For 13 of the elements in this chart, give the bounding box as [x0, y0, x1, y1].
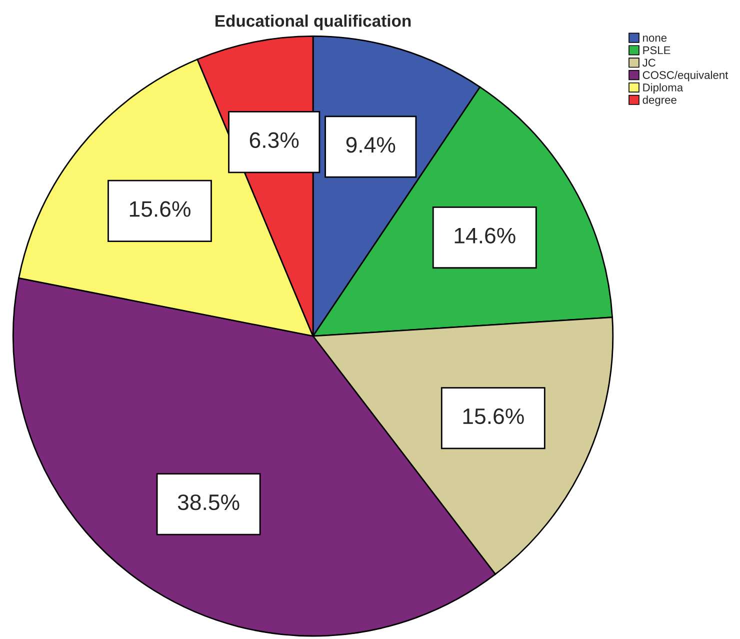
data-label: 38.5%	[178, 494, 240, 510]
data-label: 15.6%	[130, 201, 190, 217]
data-label: 9.4%	[346, 136, 396, 153]
chart-title: Educational qualification	[216, 14, 411, 30]
legend-label: none	[643, 36, 667, 42]
data-label: 6.3%	[250, 132, 299, 148]
legend-label: degree	[642, 96, 676, 106]
legend-label: PSLE	[643, 46, 670, 54]
data-label: 15.6%	[463, 408, 524, 424]
legend-label: Diploma	[643, 83, 684, 94]
legend-label: JC	[642, 58, 656, 67]
data-label: 14.6%	[454, 228, 516, 244]
legend-label: COSC/equivalent	[642, 70, 728, 82]
